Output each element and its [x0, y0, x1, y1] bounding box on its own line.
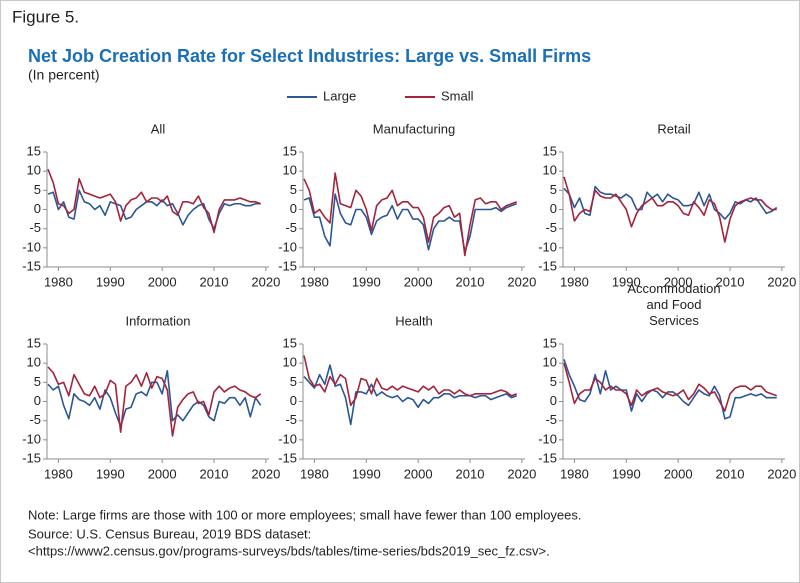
- y-tick-label: 5: [550, 182, 557, 197]
- series-line: [303, 364, 517, 426]
- x-tick-label: 2020: [507, 274, 536, 289]
- x-tick-label: 1990: [96, 274, 125, 289]
- x-tick-label: 2020: [251, 466, 280, 481]
- y-tick-label: 15: [543, 335, 557, 350]
- panel-title: Information: [125, 313, 190, 328]
- x-tick-label: 2000: [148, 274, 177, 289]
- y-tick-label: -5: [29, 412, 41, 427]
- x-tick-label: 1990: [612, 466, 641, 481]
- y-tick-label: -15: [22, 450, 41, 465]
- figure-label: Figure 5.: [12, 7, 79, 26]
- x-tick-label: 1980: [44, 466, 73, 481]
- y-tick-label: -15: [538, 258, 557, 273]
- series-line: [563, 362, 777, 412]
- x-tick-label: 2010: [456, 274, 485, 289]
- x-tick-label: 2020: [507, 466, 536, 481]
- series-line: [303, 193, 517, 253]
- note: Note: Large firms are those with 100 or …: [28, 507, 582, 522]
- series-line: [563, 185, 778, 220]
- x-tick-label: 2010: [200, 466, 229, 481]
- x-tick-label: 2010: [716, 274, 745, 289]
- panel-title: Manufacturing: [373, 121, 455, 136]
- y-tick-label: -15: [278, 258, 297, 273]
- x-tick-label: 1980: [300, 466, 329, 481]
- series-line: [47, 366, 262, 437]
- y-tick-label: -15: [278, 450, 297, 465]
- x-tick-label: 1980: [300, 274, 329, 289]
- y-tick-label: -10: [278, 431, 297, 446]
- y-tick-label: -10: [538, 431, 557, 446]
- x-tick-label: 2000: [148, 466, 177, 481]
- x-tick-label: 2020: [767, 466, 796, 481]
- legend-label: Small: [441, 88, 474, 103]
- x-tick-label: 1990: [96, 466, 125, 481]
- y-tick-label: 5: [550, 374, 557, 389]
- series-line: [303, 355, 517, 407]
- panel-title: Accommodation and Food Services: [627, 281, 720, 328]
- legend-label: Large: [323, 88, 356, 103]
- series-line: [563, 359, 777, 420]
- y-tick-label: -5: [285, 412, 297, 427]
- y-tick-label: -10: [538, 239, 557, 254]
- y-tick-label: 5: [290, 182, 297, 197]
- y-tick-label: 5: [290, 374, 297, 389]
- subtitle: (In percent): [28, 67, 100, 83]
- x-tick-label: 2000: [404, 274, 433, 289]
- x-tick-label: 1990: [612, 274, 641, 289]
- y-tick-label: -15: [22, 258, 41, 273]
- x-tick-label: 1980: [44, 274, 73, 289]
- x-tick-label: 2020: [767, 274, 796, 289]
- source: Source: U.S. Census Bureau, 2019 BDS dat…: [28, 526, 311, 541]
- y-tick-label: 10: [283, 355, 297, 370]
- y-tick-label: 15: [543, 143, 557, 158]
- y-tick-label: -5: [285, 220, 297, 235]
- y-tick-label: 0: [290, 201, 297, 216]
- y-tick-label: 0: [34, 393, 41, 408]
- y-tick-label: 15: [27, 335, 41, 350]
- series-line: [563, 176, 777, 243]
- series-line: [303, 172, 517, 257]
- y-tick-label: -10: [22, 431, 41, 446]
- source-url: <https://www2.census.gov/programs-survey…: [28, 543, 550, 558]
- y-tick-label: -10: [278, 239, 297, 254]
- x-tick-label: 1980: [560, 274, 589, 289]
- y-tick-label: 0: [550, 201, 557, 216]
- y-tick-label: 10: [27, 355, 41, 370]
- series-line: [47, 189, 261, 230]
- y-tick-label: 5: [34, 374, 41, 389]
- y-tick-label: 10: [283, 163, 297, 178]
- y-tick-label: 15: [283, 143, 297, 158]
- y-tick-label: 15: [283, 335, 297, 350]
- y-tick-label: 10: [27, 163, 41, 178]
- x-tick-label: 2000: [664, 274, 693, 289]
- y-tick-label: 10: [543, 355, 557, 370]
- y-tick-label: 10: [543, 163, 557, 178]
- series-line: [47, 168, 261, 234]
- x-tick-label: 2000: [664, 466, 693, 481]
- y-tick-label: 15: [27, 143, 41, 158]
- x-tick-label: 2010: [456, 466, 485, 481]
- x-tick-label: 1980: [560, 466, 589, 481]
- x-tick-label: 2010: [716, 466, 745, 481]
- y-tick-label: 0: [550, 393, 557, 408]
- x-tick-label: 2020: [251, 274, 280, 289]
- y-tick-label: 0: [290, 393, 297, 408]
- y-tick-label: -15: [538, 450, 557, 465]
- panel-title: Retail: [657, 121, 690, 136]
- x-tick-label: 1990: [352, 274, 381, 289]
- y-tick-label: 0: [34, 201, 41, 216]
- y-tick-label: -5: [545, 220, 557, 235]
- y-tick-label: 5: [34, 182, 41, 197]
- x-tick-label: 1990: [352, 466, 381, 481]
- x-tick-label: 2010: [200, 274, 229, 289]
- panel-title: Health: [395, 313, 433, 328]
- y-tick-label: -5: [545, 412, 557, 427]
- panel-title: All: [151, 121, 166, 136]
- y-tick-label: -10: [22, 239, 41, 254]
- x-tick-label: 2000: [404, 466, 433, 481]
- chart-title: Net Job Creation Rate for Select Industr…: [28, 46, 591, 66]
- y-tick-label: -5: [29, 220, 41, 235]
